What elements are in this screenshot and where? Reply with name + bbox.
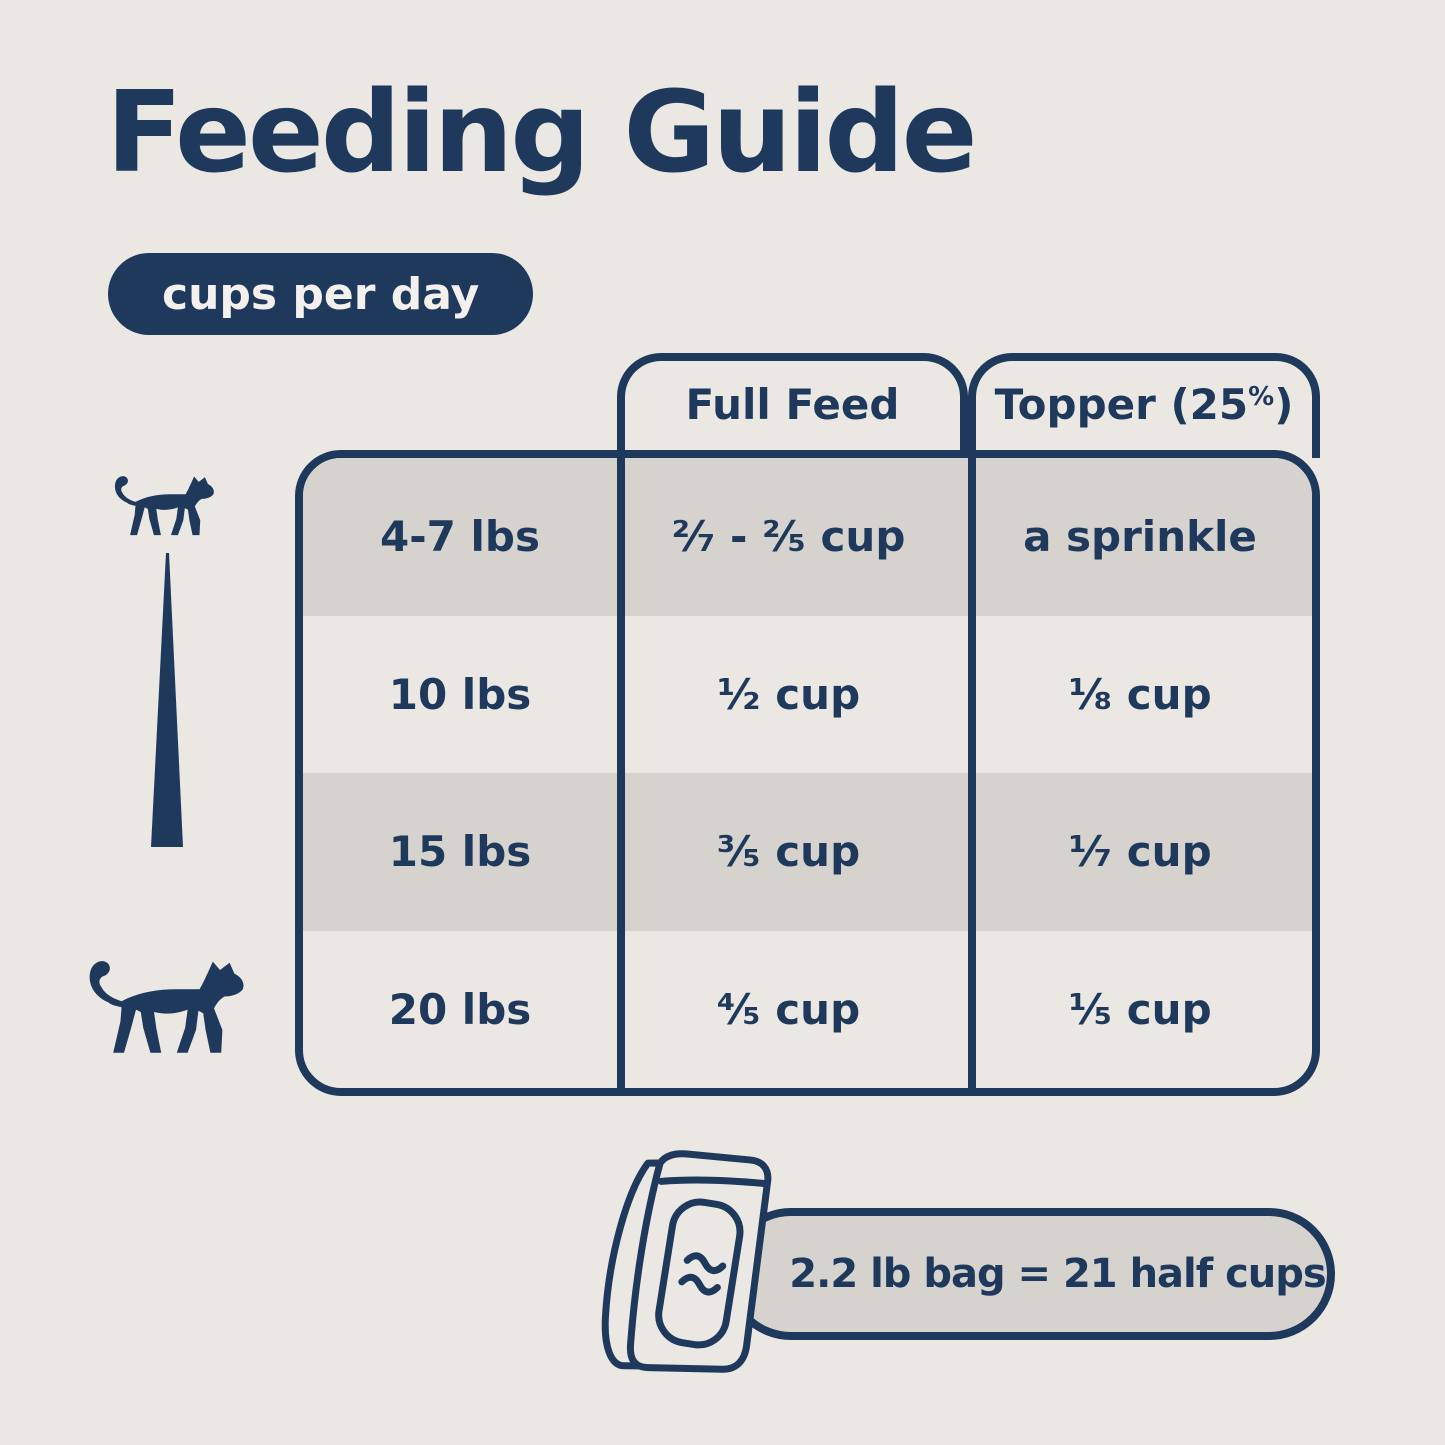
full-feed-cell: ²⁄₇ - ²⁄₅ cup [671, 512, 906, 562]
large-cat-icon [89, 961, 244, 1053]
column-divider [617, 458, 625, 1088]
topper-cell: ¹⁄₈ cup [1068, 669, 1212, 719]
table-row: 4-7 lbs ²⁄₇ - ²⁄₅ cup a sprinkle [303, 458, 1312, 616]
column-divider [968, 458, 976, 1088]
bag-note-text: 2.2 lb bag = 21 half cups [789, 1251, 1326, 1297]
full-feed-cell: ³⁄₅ cup [716, 827, 861, 877]
feeding-table: 4-7 lbs ²⁄₇ - ²⁄₅ cup a sprinkle 10 lbs … [295, 450, 1320, 1096]
full-feed-cell: ¹⁄₂ cup [716, 669, 861, 719]
bag-note-pill: 2.2 lb bag = 21 half cups [725, 1208, 1335, 1340]
topper-cell: ¹⁄₇ cup [1068, 827, 1212, 877]
weight-cell: 4-7 lbs [380, 512, 540, 562]
weight-cell: 15 lbs [388, 827, 532, 877]
full-feed-label: Full Feed [685, 380, 900, 429]
page-title: Feeding Guide [106, 68, 978, 198]
table-row: 20 lbs ⁴⁄₅ cup ¹⁄₅ cup [303, 931, 1312, 1089]
weight-cell: 10 lbs [388, 669, 532, 719]
food-bag-icon [601, 1150, 772, 1373]
topper-label: Topper (25%) [994, 380, 1294, 429]
percent-superscript: % [1248, 382, 1275, 412]
table-row: 10 lbs ¹⁄₂ cup ¹⁄₈ cup [303, 616, 1312, 774]
size-wedge-shape [151, 553, 183, 847]
badge-label: cups per day [162, 268, 480, 320]
weight-cell: 20 lbs [388, 984, 532, 1034]
table-row: 15 lbs ³⁄₅ cup ¹⁄₇ cup [303, 773, 1312, 931]
cups-per-day-badge: cups per day [108, 253, 534, 335]
column-header-topper: Topper (25%) [968, 353, 1320, 458]
topper-cell: ¹⁄₅ cup [1068, 984, 1212, 1034]
small-cat-icon [114, 476, 214, 536]
column-header-full-feed: Full Feed [617, 353, 968, 458]
topper-cell: a sprinkle [1023, 512, 1257, 562]
full-feed-cell: ⁴⁄₅ cup [716, 984, 861, 1034]
